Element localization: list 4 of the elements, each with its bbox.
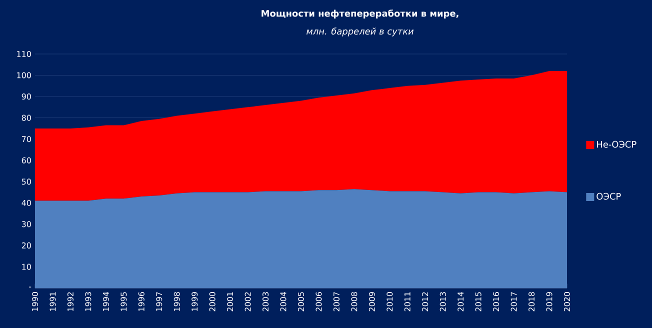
- legend-label: ОЭСР: [596, 192, 621, 200]
- chart-subtitle: млн. баррелей в сутки: [306, 28, 414, 36]
- chart-title: Мощности нефтепереработки в мире,: [262, 10, 458, 18]
- legend-label: Не-ОЭСР: [597, 140, 636, 148]
